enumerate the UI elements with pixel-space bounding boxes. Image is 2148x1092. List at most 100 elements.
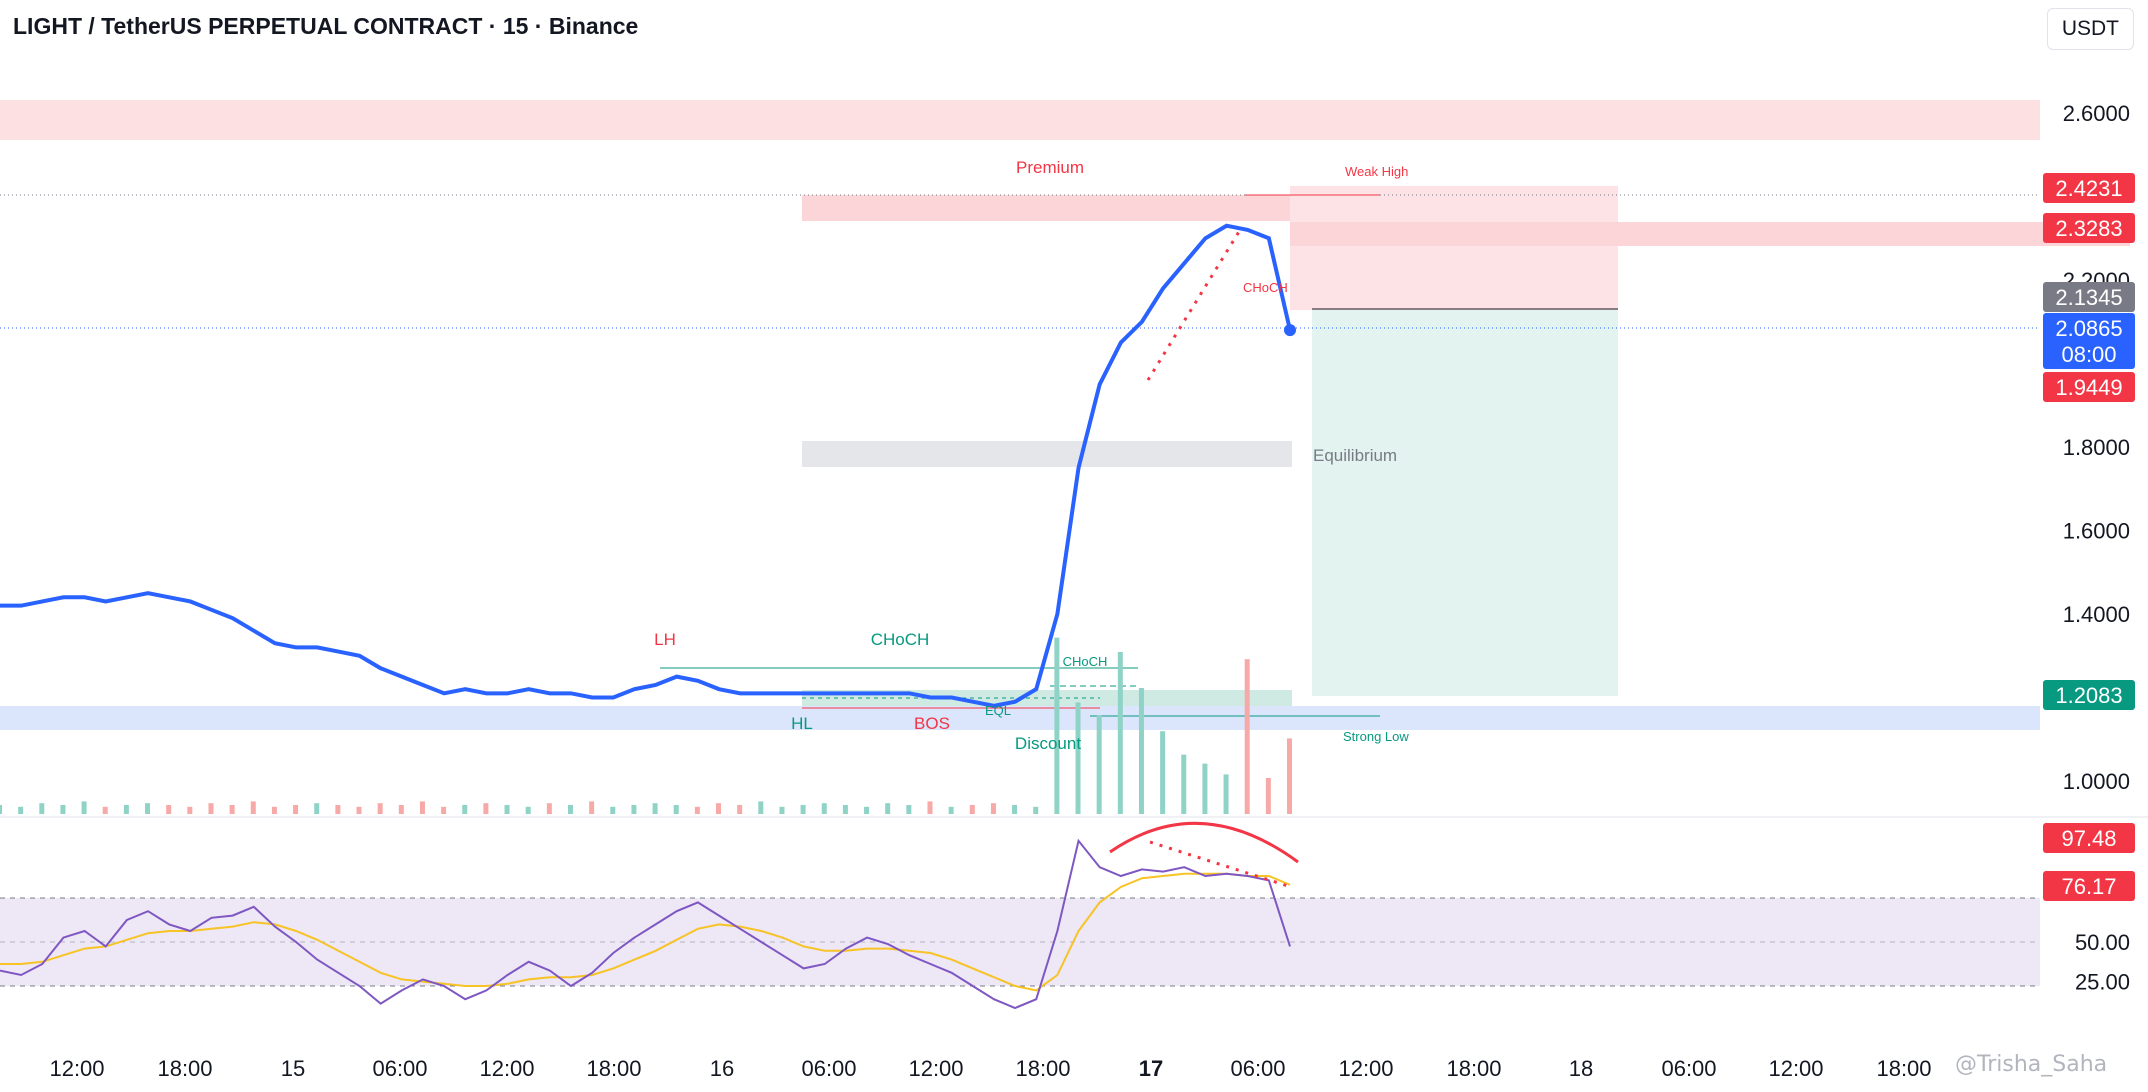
- time-tick-label: 12:00: [1338, 1056, 1393, 1081]
- rsi-label-badge: [2043, 871, 2135, 901]
- price-point: [421, 683, 425, 687]
- volume-bar: [589, 801, 595, 814]
- volume-bar: [927, 801, 933, 814]
- volume-bar: [39, 803, 45, 814]
- price-point: [442, 691, 446, 695]
- price-axis[interactable]: 2.60002.20001.80001.60001.40001.00002.42…: [2043, 101, 2135, 794]
- time-tick-label: 12:00: [49, 1056, 104, 1081]
- price-label-badge: [2043, 680, 2135, 710]
- rsi-indicator: [0, 838, 1291, 1010]
- price-point: [1140, 320, 1144, 324]
- price-point: [1224, 224, 1229, 228]
- price-point: [125, 595, 129, 599]
- price-point: [379, 666, 383, 670]
- price-tick-label: 1.4000: [2063, 602, 2130, 627]
- volume-bar: [821, 803, 827, 814]
- supply-zone-right: [1290, 222, 2130, 246]
- volume-bar: [864, 806, 870, 814]
- time-tick-label: 12:00: [479, 1056, 534, 1081]
- time-tick-label: 18:00: [1015, 1056, 1070, 1081]
- time-tick-label: 18:00: [1876, 1056, 1931, 1081]
- currency-button[interactable]: USDT: [2046, 8, 2134, 50]
- volume-bar: [314, 803, 320, 814]
- volume-bar: [398, 805, 404, 814]
- volume-bar: [271, 806, 277, 814]
- volume-bar: [694, 806, 700, 814]
- volume-bar: [842, 805, 848, 814]
- price-tick-label: 1.0000: [2063, 769, 2130, 794]
- price-point: [0, 604, 2, 608]
- target-zone: [1312, 310, 1618, 696]
- price-point: [527, 687, 531, 691]
- volume-bar: [81, 801, 87, 814]
- volume-bar: [800, 805, 806, 814]
- volume-bar: [1244, 659, 1250, 814]
- price-label-text: 1.9449: [2055, 375, 2122, 400]
- price-line: [0, 223, 1292, 708]
- price-point: [696, 679, 700, 683]
- volume-bar: [610, 806, 616, 814]
- volume-bar: [18, 806, 24, 814]
- price-point: [484, 691, 488, 695]
- price-tick-label: 1.8000: [2063, 435, 2130, 460]
- annotation-eql: EQL: [985, 703, 1011, 718]
- price-label-badge: [2043, 372, 2135, 402]
- current-price-text: 2.0865: [2055, 316, 2122, 341]
- price-point: [188, 599, 192, 604]
- price-tick-label: 2.6000: [2063, 101, 2130, 126]
- volume-bar: [293, 805, 299, 814]
- price-point: [611, 695, 615, 700]
- volume-bar: [0, 805, 2, 814]
- price-point: [167, 595, 171, 599]
- volume-bar: [504, 805, 510, 814]
- price-point: [590, 695, 594, 700]
- price-point: [19, 604, 23, 608]
- volume-bar: [1160, 731, 1166, 814]
- price-point: [82, 595, 87, 599]
- rsi-label-badge: [2043, 823, 2135, 853]
- price-point: [252, 629, 256, 633]
- annotation-choch-mid: CHoCH: [871, 630, 930, 649]
- rsi-tick-label: 25.00: [2075, 970, 2130, 995]
- volume-bar: [673, 805, 679, 814]
- price-point: [653, 683, 658, 687]
- volume-bar: [737, 805, 743, 814]
- price-point: [273, 641, 277, 645]
- rsi-divergence-arc: [1109, 821, 1299, 864]
- volume-bar: [631, 805, 637, 814]
- time-axis[interactable]: 12:00 18:00 15 06:00 12:00 18:00 16 06:00 12:00 1…: [49, 1056, 1931, 1081]
- volume-bar: [335, 805, 341, 814]
- price-label-text: 1.2083: [2055, 683, 2122, 708]
- rsi-axis[interactable]: 50.00 25.00 97.48 76.17: [2043, 823, 2135, 995]
- price-point: [971, 700, 975, 704]
- price-point: [548, 691, 552, 695]
- annotation-weak-high: Weak High: [1345, 164, 1408, 179]
- rsi-line: [0, 838, 1291, 1010]
- time-tick-label: 17: [1139, 1056, 1163, 1081]
- volume-bar: [969, 805, 975, 814]
- price-label-badge: [2043, 173, 2135, 203]
- price-point: [1013, 700, 1017, 704]
- annotation-bos: BOS: [914, 714, 950, 733]
- price-label-badge: [2043, 282, 2135, 312]
- annotation-discount: Discount: [1015, 734, 1081, 753]
- time-tick-label: 16: [710, 1056, 734, 1081]
- volume-bar: [1117, 652, 1123, 814]
- volume-bar: [208, 803, 214, 814]
- annotations: Premium Weak High CHoCH Equilibrium LH C…: [654, 158, 1409, 753]
- volume-bar: [123, 805, 129, 814]
- time-tick-label: 18: [1569, 1056, 1593, 1081]
- volume-bar: [1181, 754, 1187, 814]
- price-point: [950, 695, 954, 700]
- volume-bar: [102, 806, 108, 814]
- volume-bar: [885, 803, 891, 814]
- price-point: [569, 691, 573, 695]
- guide-lines: [0, 194, 2148, 987]
- price-point: [1246, 228, 1250, 232]
- volume-bar: [1202, 763, 1208, 814]
- price-point: [738, 691, 742, 695]
- price-point: [463, 687, 467, 691]
- volume-bar: [546, 803, 552, 814]
- volume-bar: [1138, 688, 1144, 814]
